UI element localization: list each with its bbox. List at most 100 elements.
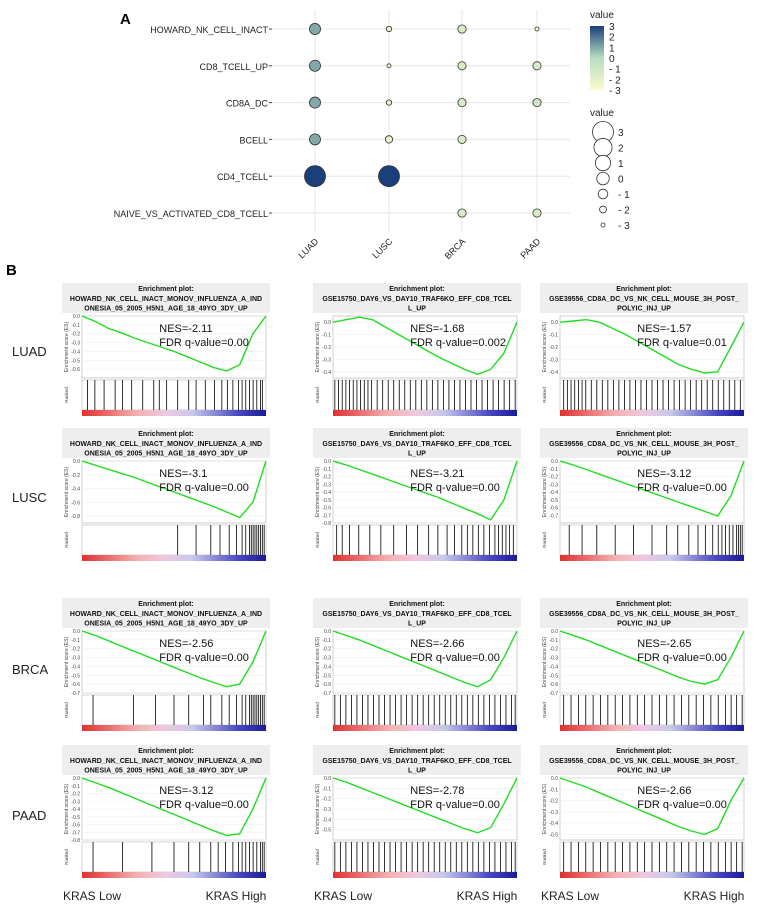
fdr-label: FDR q-value=0.00 [159,337,249,349]
hits-frame [332,524,518,556]
panel-a-dotplot: HOWARD_NK_CELL_INACT CD8_TCELL_UP CD8A_DC B… [114,10,630,261]
plot-title-line: GSE39556_CD8A_DC_VS_NK_CELL_MOUSE_3H_POS… [549,611,739,618]
dot-marker [386,63,392,69]
fdr-label: FDR q-value=0.00 [637,652,727,664]
nes-label: NES=-2.56 [159,638,213,650]
nes-label: NES=-3.21 [410,468,464,480]
color-legend-tick: 2 [609,33,615,44]
es-ytick-label: -0.3 [322,357,331,363]
row-tick-label: CD8_TCELL_UP [199,62,268,72]
es-ytick-label: -0.7 [322,513,331,519]
es-ytick-label: -0.5 [71,673,80,679]
es-ylabel: Enrichment score (ES) [64,784,70,835]
row-tick-label: HOWARD_NK_CELL_INACT [150,25,268,35]
plot-header-bg [540,598,748,628]
fdr-label: FDR q-value=0.00 [637,482,727,494]
es-ytick-label: -0.1 [549,333,558,339]
enrichment-plot: Enrichment plot: HOWARD_NK_CELL_INACT_MON… [62,283,270,416]
es-ytick-label: -0.2 [549,799,558,805]
hits-ylabel: Ranked [315,387,320,403]
dot-marker [532,61,542,71]
size-legend-title: value [590,108,614,119]
plot-header-bg [62,598,270,628]
es-ytick-label: -0.2 [549,345,558,351]
nes-label: NES=-2.65 [637,638,691,650]
es-ytick-label: -0.3 [549,810,558,816]
row-label-luad: LUAD [12,344,47,359]
es-ytick-label: -0.4 [71,807,80,813]
es-ytick-label: -0.1 [549,787,558,793]
plot-header: Enrichment plot: [138,286,194,293]
column-tick-label: PAAD [518,236,542,260]
size-legend-label: 1 [618,159,624,170]
nes-label: NES=-3.1 [159,468,207,480]
es-ytick-label: -0.5 [322,498,331,504]
es-ytick-label: -0.6 [71,823,80,829]
es-ytick-label: -0.4 [71,349,80,355]
color-legend-title: value [590,10,614,21]
es-curve [559,630,745,685]
es-ytick-label: -0.3 [71,656,80,662]
x-label-low: KRAS Low [541,889,599,903]
plot-title-line: ONESIA_05_2005_H5N1_AGE_18_49YO_3DY_UP [84,768,248,775]
es-ytick-label: -0.7 [322,691,331,697]
hits-ylabel: Ranked [542,702,547,718]
es-ylabel: Enrichment score (ES) [315,784,321,835]
es-ytick-label: -0.4 [549,821,558,827]
plot-header-bg [313,428,521,458]
es-ylabel: Enrichment score (ES) [315,322,321,373]
es-ylabel: Enrichment score (ES) [64,467,70,518]
es-ytick-label: 0.0 [73,629,80,635]
es-ytick-label: -0.3 [322,807,331,813]
es-curve [332,316,518,376]
size-legend-marker [594,154,612,172]
es-ytick-label: 0.0 [551,776,558,782]
es-ytick-label: -0.6 [71,682,80,688]
es-ytick-label: -0.8 [71,838,80,844]
plot-header-bg [540,428,748,458]
fdr-label: FDR q-value=0.00 [637,799,727,811]
color-legend-tick: 0 [609,54,615,65]
panel-b-letter: B [6,262,17,279]
size-legend-marker [597,188,609,200]
plot-header: Enrichment plot: [389,601,445,608]
es-ytick-label: -0.6 [549,682,558,688]
dot-marker [309,59,321,72]
enrichment-plot: Enrichment plot: GSE39556_CD8A_DC_VS_NK_C… [540,745,748,878]
es-curve [559,460,745,517]
es-ytick-label: -0.1 [322,638,331,644]
nes-label: NES=-2.66 [410,638,464,650]
es-ytick-label: -0.1 [549,467,558,473]
rank-gradient-bar [560,410,744,416]
es-ytick-label: -0.1 [322,467,331,473]
hits-ylabel: Ranked [64,702,69,718]
es-curve [332,460,518,521]
size-legend-label: 0 [618,175,624,186]
dot-marker [457,61,467,71]
plot-title-line: L_UP [408,768,426,775]
fdr-label: FDR q-value=0.00 [410,482,500,494]
rank-gradient-bar [560,872,744,878]
row-label-lusc: LUSC [12,490,47,505]
es-curve [81,315,267,372]
nes-label: NES=-3.12 [637,468,691,480]
plot-title-line: HOWARD_NK_CELL_INACT_MONOV_INFLUENZA_A_I… [70,611,262,618]
color-legend-bar [590,26,604,90]
row-tick-label: BCELL [239,135,268,145]
es-ytick-label: -0.2 [322,475,331,481]
plot-title-line: ONESIA_05_2005_H5N1_AGE_18_49YO_3DY_UP [84,306,248,313]
es-ytick-label: -0.3 [322,482,331,488]
es-ytick-label: -0.6 [71,367,80,373]
es-ytick-label: -0.7 [71,691,80,697]
plot-header: Enrichment plot: [389,431,445,438]
es-ytick-label: -0.6 [322,506,331,512]
es-ylabel: Enrichment score (ES) [542,322,548,373]
es-ylabel: Enrichment score (ES) [64,322,70,373]
hits-ylabel: Ranked [315,849,320,865]
rank-gradient-bar [560,555,744,561]
es-ytick-label: -0.1 [71,323,80,329]
color-legend-tick: - 2 [609,75,621,86]
fdr-label: FDR q-value=0.00 [159,799,249,811]
es-ytick-label: -0.7 [71,830,80,836]
